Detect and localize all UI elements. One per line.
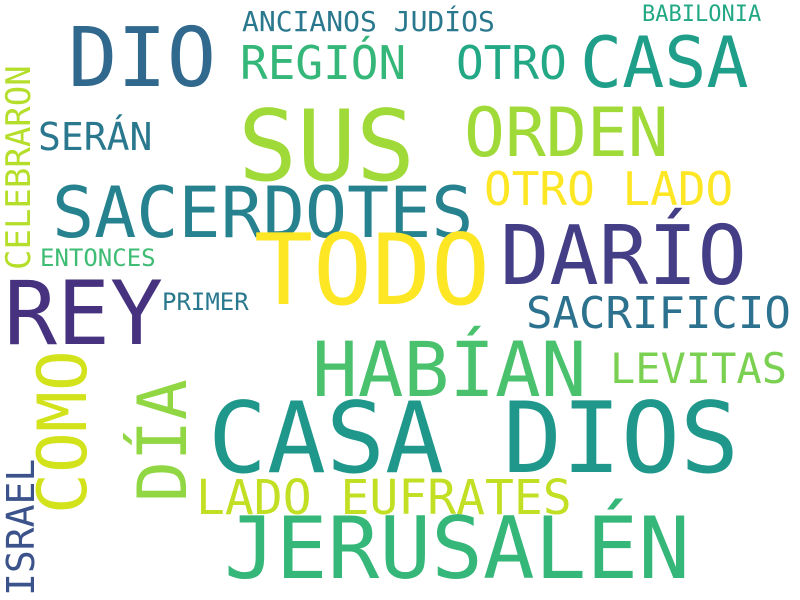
word-sacerdotes: SACERDOTES [52, 172, 474, 254]
word-habian: HABÍAN [312, 325, 587, 414]
word-dio: DIO [68, 11, 217, 106]
word-casa-dios: CASA DIOS [208, 382, 740, 496]
word-dia: DÍA [124, 379, 203, 502]
word-ancianos-judios: ANCIANOS JUDÍOS [242, 5, 495, 38]
word-otro: OTRO [456, 36, 567, 90]
word-otro-lado: OTRO LADO [484, 162, 734, 216]
word-rey: REY [4, 262, 163, 365]
word-entonces: ENTONCES [40, 244, 156, 272]
word-celebraron: CELEBRARON [0, 65, 39, 270]
word-dario: DARÍO [500, 209, 747, 304]
word-todo: TODO [254, 214, 491, 328]
word-sus: SUS [238, 90, 416, 204]
word-primer: PRIMER [162, 288, 249, 316]
word-babilonia: BABILONIA [642, 2, 762, 27]
word-levitas: LEVITAS [610, 344, 788, 393]
word-casa: CASA [580, 22, 749, 104]
word-region: REGIÓN [240, 36, 407, 90]
word-seran: SERÁN [38, 115, 153, 159]
word-lado-eufrates: LADO EUFRATES [196, 470, 572, 526]
word-israel: ISRAEL [0, 458, 43, 596]
word-orden: ORDEN [464, 94, 669, 173]
word-sacrificio: SACRIFICIO [526, 288, 791, 339]
word-jerusalen: JERUSALÉN [224, 499, 690, 599]
